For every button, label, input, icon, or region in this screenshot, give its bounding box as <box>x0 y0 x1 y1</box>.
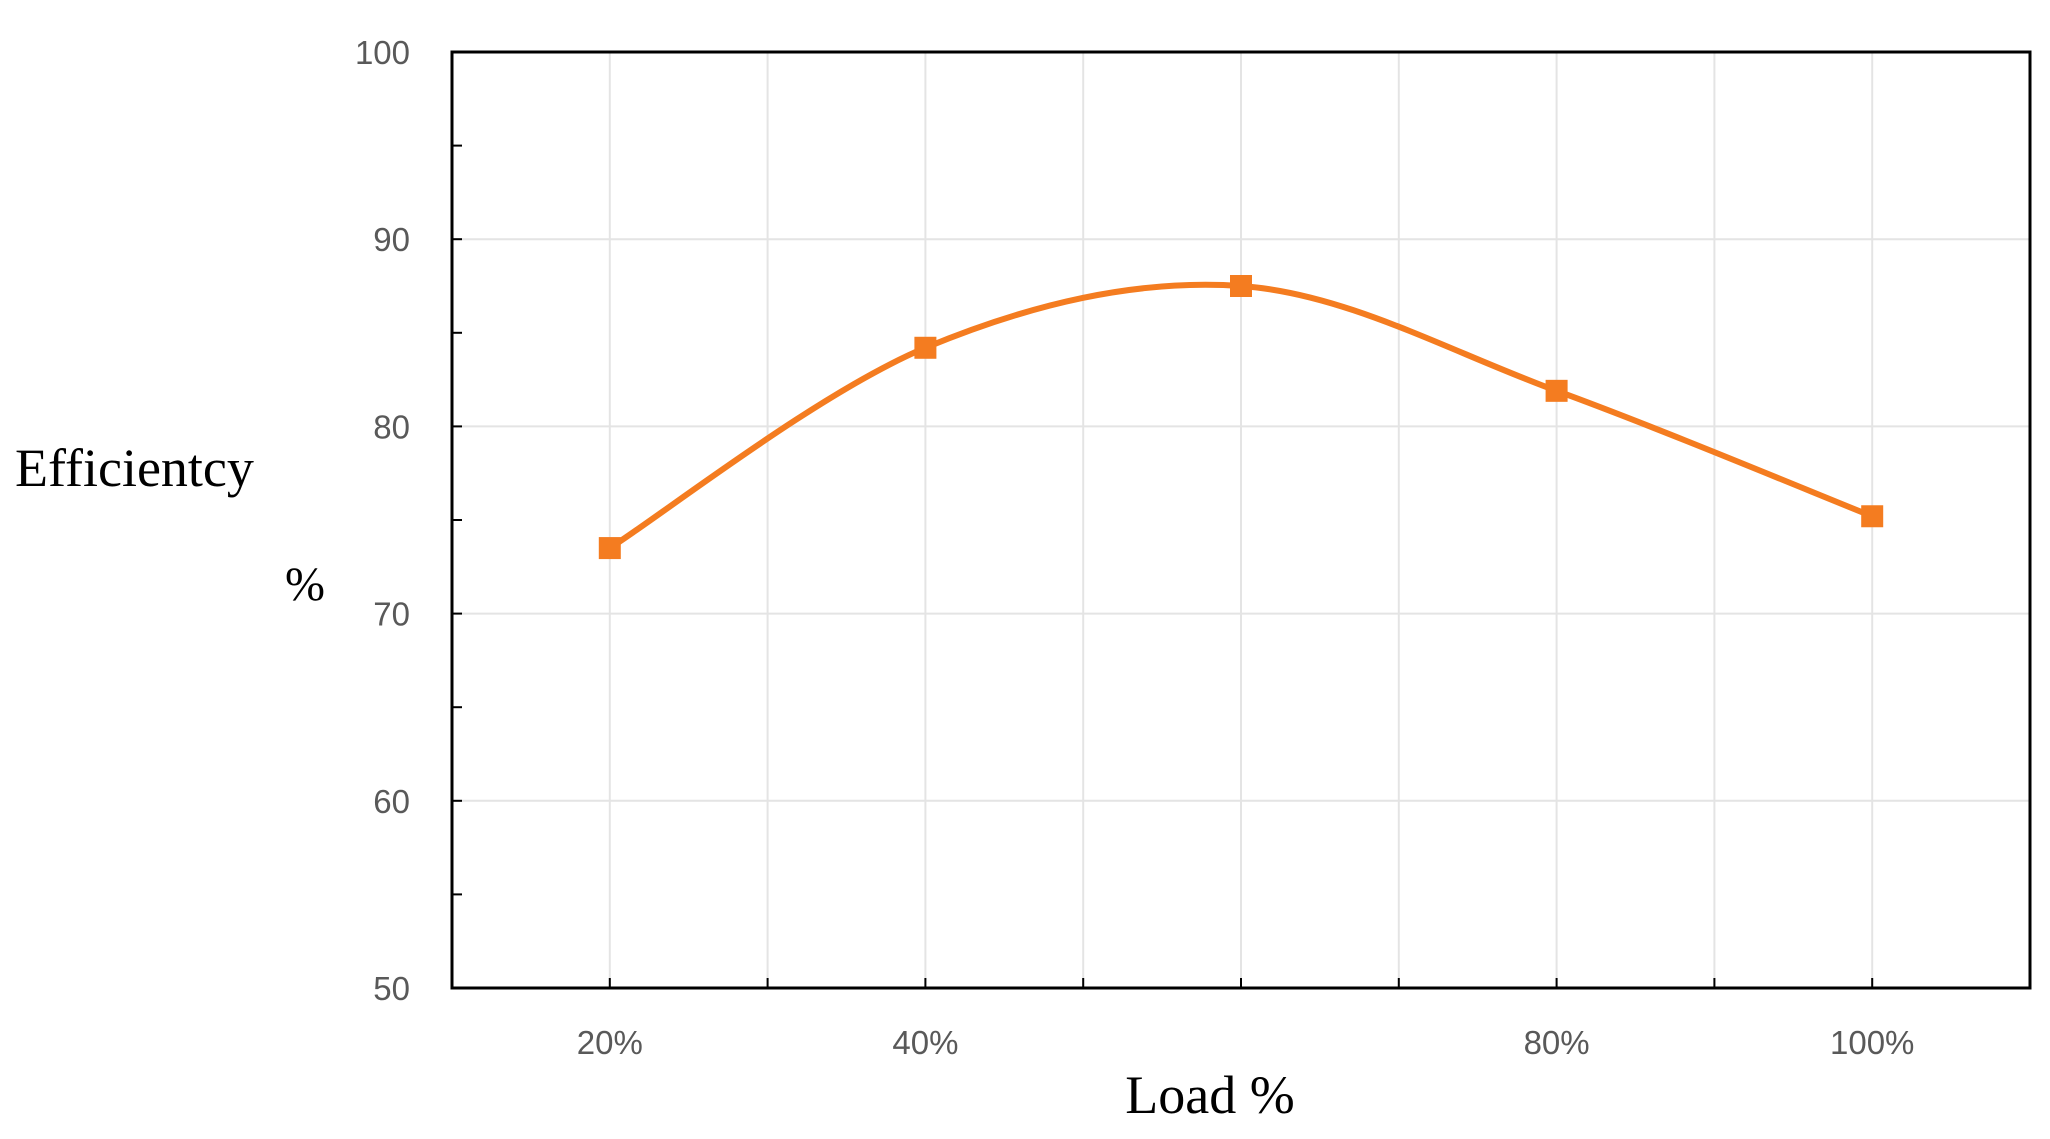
y-tick-label: 90 <box>373 221 410 258</box>
data-point-marker <box>1230 275 1252 297</box>
x-tick-label: 80% <box>1524 1024 1590 1061</box>
y-tick-label: 100 <box>355 34 410 71</box>
x-axis-tick-labels: 20% 40% 80% 100% <box>577 1024 1915 1061</box>
data-point-marker <box>914 336 937 359</box>
y-tick-label: 70 <box>373 596 410 633</box>
data-point-marker <box>1545 379 1568 402</box>
y-gridlines <box>452 238 2030 802</box>
y-tick-label: 60 <box>373 783 410 820</box>
series-layer <box>598 275 1884 560</box>
x-tick-label: 20% <box>577 1024 643 1061</box>
y-axis-title: Efficientcy <box>15 438 254 498</box>
x-tick-label: 40% <box>892 1024 958 1061</box>
x-axis-ticks <box>608 978 1874 988</box>
y-tick-label: 80 <box>373 408 410 445</box>
data-point-marker <box>1861 505 1884 528</box>
x-tick-label: 100% <box>1830 1024 1914 1061</box>
y-tick-label: 50 <box>373 970 410 1007</box>
x-gridlines <box>608 52 1874 988</box>
x-axis-title: Load % <box>1125 1065 1294 1125</box>
y-axis-unit: % <box>285 558 325 611</box>
y-axis-ticks <box>452 51 462 989</box>
data-point-marker <box>598 537 621 560</box>
y-axis-tick-labels: 50 60 70 80 90 100 <box>355 34 410 1007</box>
